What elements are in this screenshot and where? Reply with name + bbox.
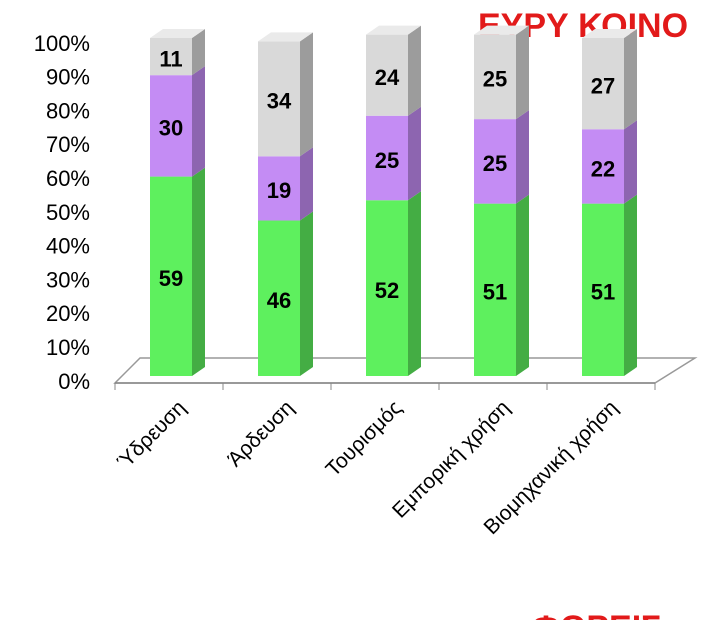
x-tick-label: Εμπορική χρήση <box>388 396 514 522</box>
y-tick-label: 70% <box>46 132 90 157</box>
bar-segment <box>366 200 408 376</box>
value-label: 51 <box>483 280 507 305</box>
annotation: ΦΟΡΕΙΣ <box>532 609 662 620</box>
y-tick-label: 40% <box>46 234 90 259</box>
y-tick-label: 60% <box>46 166 90 191</box>
y-tick-label: 50% <box>46 200 90 225</box>
bar-segment <box>150 38 192 76</box>
bar-segment <box>258 156 300 221</box>
y-tick-label: 90% <box>46 65 90 90</box>
value-label: 52 <box>375 278 399 303</box>
value-label: 46 <box>267 288 291 313</box>
y-tick-label: 80% <box>46 98 90 123</box>
bar-side <box>624 194 637 376</box>
bar-side <box>408 25 421 116</box>
bar-top <box>474 25 529 35</box>
bar-segment <box>150 75 192 177</box>
bar-segment <box>150 176 192 376</box>
bar-top <box>366 25 421 35</box>
value-label: 59 <box>159 266 183 291</box>
bar-segment <box>258 220 300 376</box>
value-label: 34 <box>267 89 292 114</box>
bar-side <box>300 32 313 157</box>
bar-segment <box>474 119 516 204</box>
bar-side <box>300 211 313 376</box>
bar-side <box>624 29 637 130</box>
value-label: 25 <box>483 151 507 176</box>
value-label: 11 <box>159 46 182 71</box>
value-label: 30 <box>159 116 183 141</box>
value-label: 22 <box>591 156 615 181</box>
bar-segment <box>474 203 516 376</box>
x-tick-label: Ύδρευση <box>113 396 191 474</box>
bar-side <box>192 167 205 376</box>
value-label: 27 <box>591 73 615 98</box>
y-tick-label: 0% <box>58 369 90 394</box>
y-tick-label: 30% <box>46 267 90 292</box>
bar-side <box>516 25 529 120</box>
value-label: 25 <box>375 148 399 173</box>
bar-side <box>408 191 421 376</box>
bar-segment <box>582 203 624 376</box>
value-label: 19 <box>267 178 291 203</box>
bar-segment <box>258 41 300 157</box>
bar-top <box>258 32 313 42</box>
y-tick-label: 100% <box>34 31 90 56</box>
bar-side <box>192 66 205 177</box>
bar-top <box>582 29 637 38</box>
bar-segment <box>366 115 408 201</box>
bar-side <box>408 106 421 201</box>
bar-segment <box>582 38 624 130</box>
bar-side <box>624 120 637 204</box>
y-tick-label: 10% <box>46 335 90 360</box>
bar-side <box>516 110 529 204</box>
y-tick-label: 20% <box>46 301 90 326</box>
value-label: 51 <box>591 280 615 305</box>
bar-top <box>150 29 205 38</box>
bar-segment <box>474 34 516 120</box>
value-label: 25 <box>483 67 507 92</box>
x-ticks <box>114 383 656 390</box>
x-tick-label: Άρδευση <box>223 396 298 471</box>
bar-segment <box>366 34 408 116</box>
value-label: 24 <box>375 65 400 90</box>
bar-side <box>192 29 205 76</box>
bar-side <box>516 194 529 376</box>
x-tick-label: Τουρισμός <box>321 396 406 481</box>
bar-side <box>300 147 313 221</box>
bar-segment <box>582 129 624 204</box>
